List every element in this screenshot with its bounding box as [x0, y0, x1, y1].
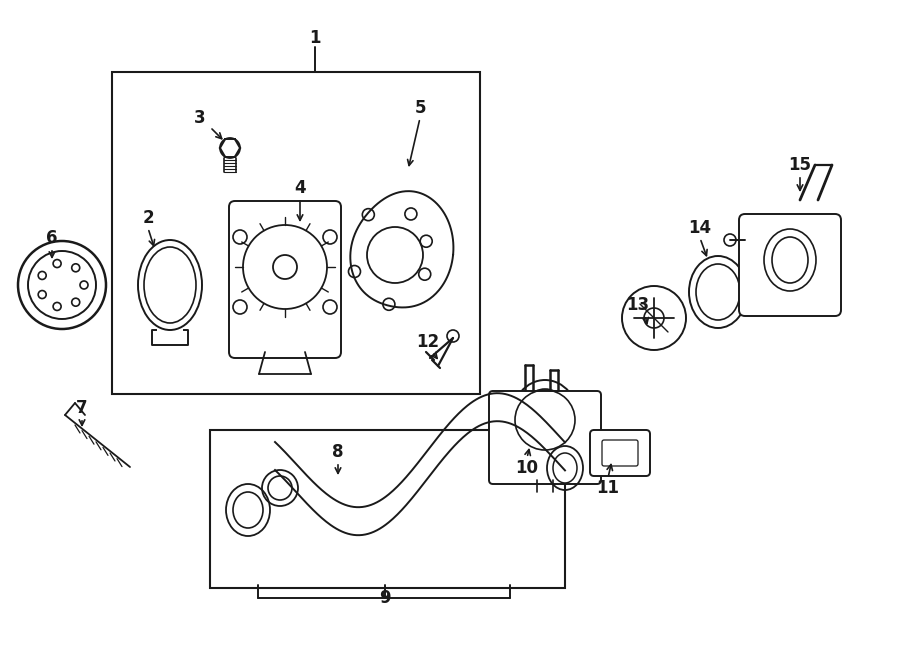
- Text: 5: 5: [414, 99, 426, 117]
- Text: 13: 13: [626, 296, 650, 314]
- FancyBboxPatch shape: [590, 430, 650, 476]
- Text: 10: 10: [516, 459, 538, 477]
- Bar: [112, 72, 480, 394]
- Text: 12: 12: [417, 333, 439, 351]
- Text: 9: 9: [379, 589, 391, 607]
- Text: 7: 7: [76, 399, 88, 417]
- Text: 4: 4: [294, 179, 306, 197]
- Bar: [210, 430, 565, 588]
- Text: 2: 2: [142, 209, 154, 227]
- Text: 3: 3: [194, 109, 206, 127]
- Text: 11: 11: [597, 479, 619, 497]
- Text: 15: 15: [788, 156, 812, 174]
- FancyBboxPatch shape: [229, 201, 341, 358]
- Text: 1: 1: [310, 29, 320, 47]
- Text: 6: 6: [46, 229, 58, 247]
- Text: 8: 8: [332, 443, 344, 461]
- FancyBboxPatch shape: [489, 391, 601, 484]
- FancyBboxPatch shape: [739, 214, 841, 316]
- Text: 14: 14: [688, 219, 712, 237]
